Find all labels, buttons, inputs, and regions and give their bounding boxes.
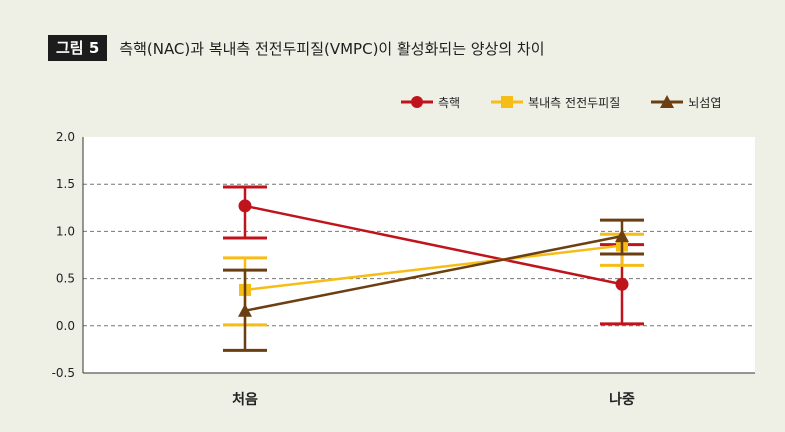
- legend-item-vmpc: 복내측 전전두피질: [490, 94, 620, 111]
- legend-label-nac: 측핵: [438, 95, 461, 110]
- data-point-circle: [238, 199, 252, 213]
- plot-area: [83, 137, 755, 373]
- x-category-label: 나중: [609, 392, 635, 408]
- y-tick-label: 1.0: [56, 224, 75, 238]
- series-line: [244, 204, 623, 286]
- chart-legend: 측핵 복내측 전전두피질 뇌섬엽: [400, 92, 721, 112]
- series-line: [244, 244, 623, 292]
- legend-circle-marker-icon: [401, 96, 433, 108]
- y-tick-label: -0.5: [52, 366, 75, 380]
- legend-triangle-marker-icon: [651, 95, 684, 108]
- x-category-label: 처음: [232, 392, 258, 408]
- figure-title: 측핵(NAC)과 복내측 전전두피질(VMPC)이 활성화되는 양상의 차이: [119, 39, 545, 58]
- data-point-triangle: [615, 229, 629, 243]
- data-point-triangle: [238, 303, 252, 317]
- legend-square-marker-icon: [491, 96, 524, 108]
- data-point-circle: [615, 277, 629, 291]
- y-tick-label: 1.5: [56, 177, 75, 191]
- legend-item-insula: 뇌섬엽: [650, 94, 721, 111]
- figure-badge: 그림 5: [48, 35, 108, 61]
- legend-label-insula: 뇌섬엽: [688, 95, 722, 110]
- figure-header: 그림 5 측핵(NAC)과 복내측 전전두피질(VMPC)이 활성화되는 양상의…: [48, 35, 545, 61]
- legend-item-nac: 측핵: [400, 94, 460, 111]
- y-tick-label: 0.5: [56, 272, 75, 286]
- legend-label-vmpc: 복내측 전전두피질: [528, 95, 621, 110]
- y-tick-label: 0.0: [56, 319, 75, 333]
- series-line: [244, 234, 623, 312]
- y-tick-label: 2.0: [56, 130, 75, 144]
